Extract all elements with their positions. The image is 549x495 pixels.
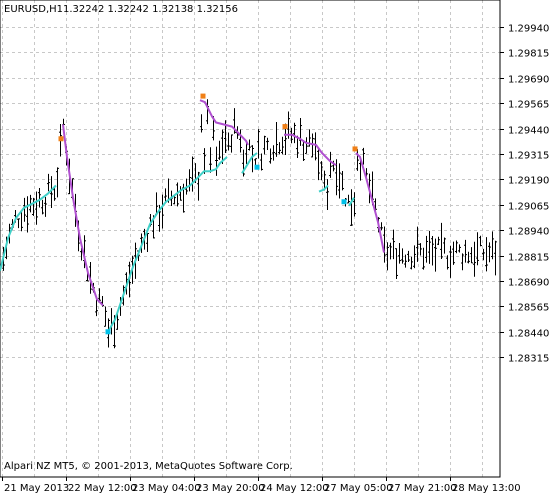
copyright-label: Alpari NZ MT5, © 2001-2013, MetaQuotes S…: [4, 461, 293, 472]
sell-signal-marker: [352, 146, 358, 152]
x-tick-label: 28 May 13:00: [452, 483, 521, 494]
trend-indicator: [0, 99, 385, 333]
trend-up-line: [241, 152, 258, 174]
y-tick-label: 1.29690: [508, 75, 549, 86]
trend-up-line: [348, 197, 355, 207]
buy-signal-marker: [105, 329, 111, 335]
chart-grid: [0, 0, 500, 477]
x-tick-label: 22 May 12:00: [68, 483, 137, 494]
sell-signal-marker: [58, 136, 64, 142]
trend-up-line: [0, 184, 57, 272]
trend-down-line: [199, 99, 249, 146]
y-tick-label: 1.29065: [508, 202, 549, 213]
ohlc-quotes: 1.32242 1.32242 1.32138 1.32156: [63, 4, 238, 15]
y-tick-label: 1.29565: [508, 100, 549, 111]
plot-border: [0, 0, 501, 478]
x-tick-label: 24 May 12:00: [260, 483, 329, 494]
y-tick-label: 1.28940: [508, 227, 549, 238]
trend-down-line: [284, 133, 337, 167]
y-tick-label: 1.29815: [508, 49, 549, 60]
x-tick-label: 23 May 20:00: [196, 483, 265, 494]
signal-markers: [58, 93, 358, 335]
buy-signal-marker: [341, 199, 347, 205]
trend-up-line: [318, 184, 329, 193]
trend-down-line: [62, 124, 104, 307]
trend-down-line: [355, 152, 385, 253]
trend-up-line: [107, 156, 228, 333]
x-tick-label: 27 May 05:00: [324, 483, 393, 494]
price-bars: [2, 99, 497, 349]
y-tick-label: 1.28690: [508, 278, 549, 289]
symbol-label: EURUSD,H1: [4, 4, 63, 15]
y-tick-label: 1.28315: [508, 354, 549, 365]
y-tick-label: 1.29440: [508, 126, 549, 137]
y-tick-label: 1.29190: [508, 176, 549, 187]
y-tick-label: 1.28440: [508, 329, 549, 340]
y-tick-label: 1.29940: [508, 24, 549, 35]
y-tick-label: 1.29315: [508, 151, 549, 162]
x-tick-label: 23 May 04:00: [132, 483, 201, 494]
sell-signal-marker: [200, 93, 206, 99]
x-tick-label: 27 May 21:00: [388, 483, 457, 494]
x-tick-label: 21 May 2013: [4, 483, 69, 494]
buy-signal-marker: [254, 164, 260, 170]
y-tick-label: 1.28565: [508, 303, 549, 314]
sell-signal-marker: [282, 124, 288, 130]
price-axis: 1.29940 1.29815 1.29690 1.29565 1.29440 1.293…: [500, 24, 549, 365]
y-tick-label: 1.28815: [508, 253, 549, 264]
